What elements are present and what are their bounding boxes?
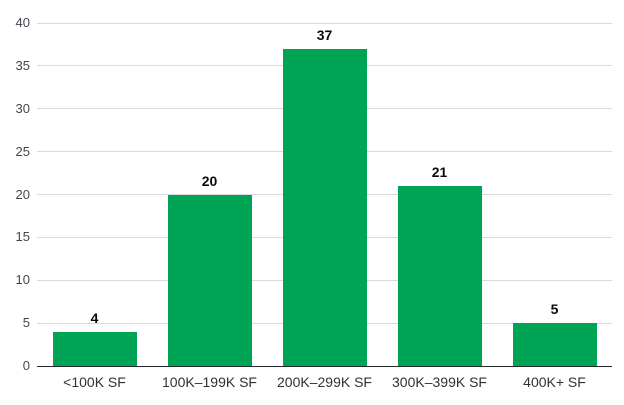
- y-axis-tick-label: 30: [15, 100, 30, 116]
- bar-value-label: 4: [90, 309, 99, 326]
- bar: [167, 194, 252, 366]
- y-axis-tick-label: 5: [22, 315, 30, 331]
- x-axis-category-label: 300K–399K SF: [392, 374, 487, 390]
- y-axis-tick-label: 40: [15, 15, 30, 30]
- bar-value-label: 37: [316, 26, 333, 43]
- bar: [512, 323, 597, 366]
- bar-value-label: 21: [431, 163, 448, 180]
- gridline: [37, 22, 612, 24]
- y-axis-tick-label: 10: [15, 272, 30, 288]
- bar: [52, 331, 137, 366]
- plot-area: 4 20 37 21 5: [37, 22, 612, 367]
- x-axis-category-label: <100K SF: [63, 374, 126, 390]
- y-axis-tick-label: 35: [15, 57, 30, 73]
- x-axis-line: [37, 365, 612, 367]
- y-axis-tick-label: 20: [15, 186, 30, 202]
- bar-value-label: 20: [201, 172, 218, 189]
- y-axis-tick-label: 25: [15, 143, 30, 159]
- y-axis-tick-label: 15: [15, 229, 30, 245]
- bar-value-label: 5: [550, 301, 559, 318]
- bar: [282, 48, 367, 366]
- x-axis-category-label: 400K+ SF: [523, 374, 586, 390]
- x-axis-category-label: 200K–299K SF: [277, 374, 372, 390]
- y-axis-tick-label: 0: [22, 358, 30, 373]
- x-axis-category-label: 100K–199K SF: [162, 374, 257, 390]
- bar: [397, 185, 482, 366]
